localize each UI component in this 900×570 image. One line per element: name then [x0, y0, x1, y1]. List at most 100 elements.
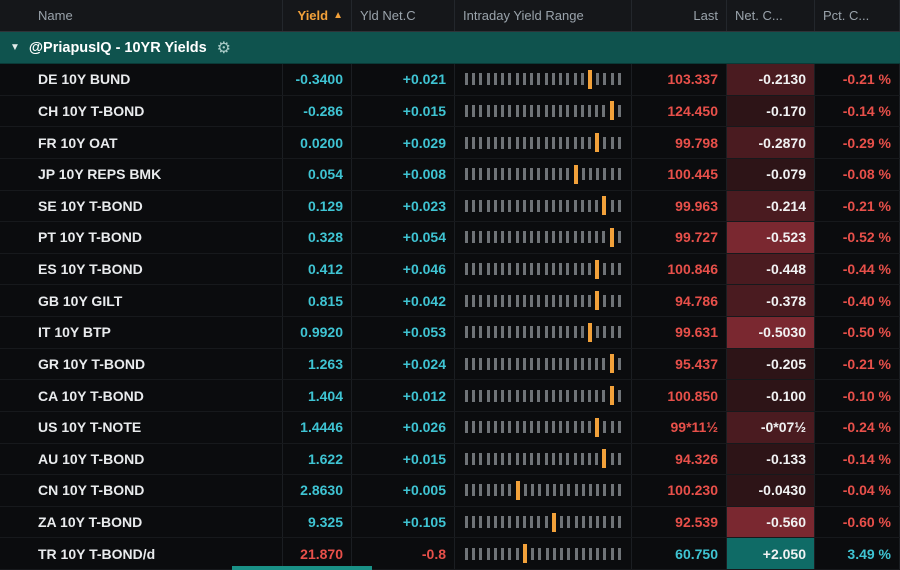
range-bar — [508, 421, 512, 434]
range-bar — [617, 421, 621, 434]
range-bar — [551, 136, 555, 149]
table-row[interactable]: ZA 10Y T-BOND 9.325 +0.105 92.539 -0.560… — [0, 506, 900, 539]
range-bar — [486, 357, 490, 370]
table-row[interactable]: GB 10Y GILT 0.815 +0.042 94.786 -0.378 -… — [0, 285, 900, 317]
intraday-yield-range-bar — [455, 443, 632, 475]
column-header-intraday-range[interactable]: Intraday Yield Range — [455, 0, 632, 31]
instrument-name: SE 10Y T-BOND — [0, 190, 283, 222]
range-bar — [515, 326, 519, 339]
range-bar — [465, 231, 468, 244]
yield-net-change: -0.8 — [352, 538, 455, 569]
pct-change: -0.52 % — [815, 222, 900, 253]
range-bar — [522, 294, 526, 307]
range-current-marker — [587, 322, 592, 342]
range-bar — [537, 104, 541, 117]
column-header-yield[interactable]: Yield ▲ — [283, 0, 352, 31]
table-row[interactable]: FR 10Y OAT 0.0200 +0.029 99.798 -0.2870 … — [0, 127, 900, 159]
column-header-last-label: Last — [693, 8, 718, 23]
range-bar — [530, 231, 534, 244]
range-bar — [560, 516, 564, 529]
range-bar — [530, 452, 534, 465]
last-price: 60.750 — [632, 538, 727, 569]
column-header-net-c[interactable]: Net. C... — [727, 0, 815, 31]
range-bar — [588, 484, 592, 497]
range-bar — [596, 73, 600, 86]
range-bar — [530, 73, 534, 86]
range-bar — [501, 547, 505, 560]
column-header-last[interactable]: Last — [632, 0, 727, 31]
intraday-yield-range-bar — [455, 253, 632, 285]
range-bar — [522, 263, 526, 276]
column-header-pct-c[interactable]: Pct. C... — [815, 0, 900, 31]
instrument-name: GB 10Y GILT — [0, 285, 283, 316]
table-row[interactable]: TR 10Y T-BOND/d 21.870 -0.8 60.750 +2.05… — [0, 538, 900, 570]
intraday-yield-range-bar — [455, 411, 632, 443]
range-bar — [486, 389, 490, 402]
range-bar — [465, 73, 468, 86]
range-bar — [515, 389, 519, 402]
range-bar — [479, 452, 483, 465]
instrument-name: ES 10Y T-BOND — [0, 253, 283, 285]
table-row[interactable]: PT 10Y T-BOND 0.328 +0.054 99.727 -0.523… — [0, 222, 900, 254]
range-bar — [587, 357, 591, 370]
range-current-marker — [595, 417, 600, 437]
table-row[interactable]: US 10Y T-NOTE 1.4446 +0.026 99*11½ -0*07… — [0, 411, 900, 444]
range-bar — [544, 294, 548, 307]
range-bar — [501, 263, 505, 276]
range-bar — [493, 136, 497, 149]
range-bar — [479, 547, 483, 560]
range-bar — [610, 136, 614, 149]
horizontal-scrollbar-thumb[interactable] — [232, 566, 372, 570]
range-bar — [486, 104, 490, 117]
table-row[interactable]: GR 10Y T-BOND 1.263 +0.024 95.437 -0.205… — [0, 348, 900, 381]
range-bar — [551, 421, 555, 434]
range-bar — [515, 547, 519, 560]
range-bar — [537, 389, 541, 402]
instrument-name: GR 10Y T-BOND — [0, 348, 283, 380]
net-change: -0.079 — [727, 158, 815, 190]
yield-value: 1.404 — [283, 380, 352, 411]
range-bar — [581, 516, 585, 529]
collapse-triangle-icon[interactable]: ▼ — [10, 42, 20, 53]
yield-value: 1.263 — [283, 348, 352, 380]
table-row[interactable]: JP 10Y REPS BMK 0.054 +0.008 100.445 -0.… — [0, 158, 900, 191]
column-header-name[interactable]: Name — [0, 0, 283, 31]
group-header-row[interactable]: ▼ @PriapusIQ - 10YR Yields ⚙ — [0, 32, 900, 64]
range-bar — [573, 263, 577, 276]
range-current-marker — [609, 354, 614, 374]
table-row[interactable]: DE 10Y BUND -0.3400 +0.021 103.337 -0.21… — [0, 64, 900, 96]
range-bar — [587, 104, 591, 117]
range-bar — [493, 516, 497, 529]
table-row[interactable]: ES 10Y T-BOND 0.412 +0.046 100.846 -0.44… — [0, 253, 900, 286]
range-bar — [566, 263, 570, 276]
table-row[interactable]: CA 10Y T-BOND 1.404 +0.012 100.850 -0.10… — [0, 380, 900, 412]
column-header-yld-net-c[interactable]: Yld Net.C — [352, 0, 455, 31]
range-bar — [472, 484, 476, 497]
range-bar — [573, 136, 577, 149]
range-bar — [559, 357, 563, 370]
gear-icon[interactable]: ⚙ — [216, 39, 231, 57]
range-bar — [544, 199, 548, 212]
range-bar — [493, 484, 497, 497]
range-bar — [544, 389, 548, 402]
range-bar — [472, 452, 476, 465]
range-bar — [522, 389, 526, 402]
range-bar — [537, 421, 541, 434]
range-bar — [610, 199, 614, 212]
range-bar — [596, 547, 600, 560]
range-bar — [581, 168, 585, 181]
table-row[interactable]: CN 10Y T-BOND 2.8630 +0.005 100.230 -0.0… — [0, 475, 900, 507]
range-bar — [551, 357, 555, 370]
range-bar — [617, 516, 621, 529]
column-header-intraday-range-label: Intraday Yield Range — [463, 8, 584, 23]
table-row[interactable]: CH 10Y T-BOND -0.286 +0.015 124.450 -0.1… — [0, 95, 900, 128]
yield-net-change: +0.015 — [352, 95, 455, 127]
range-bar — [537, 199, 541, 212]
range-current-marker — [602, 449, 607, 469]
range-bar — [617, 136, 621, 149]
range-bar — [603, 136, 607, 149]
table-row[interactable]: SE 10Y T-BOND 0.129 +0.023 99.963 -0.214… — [0, 190, 900, 223]
range-bar — [610, 547, 614, 560]
table-row[interactable]: AU 10Y T-BOND 1.622 +0.015 94.326 -0.133… — [0, 443, 900, 476]
table-row[interactable]: IT 10Y BTP 0.9920 +0.053 99.631 -0.5030 … — [0, 317, 900, 349]
